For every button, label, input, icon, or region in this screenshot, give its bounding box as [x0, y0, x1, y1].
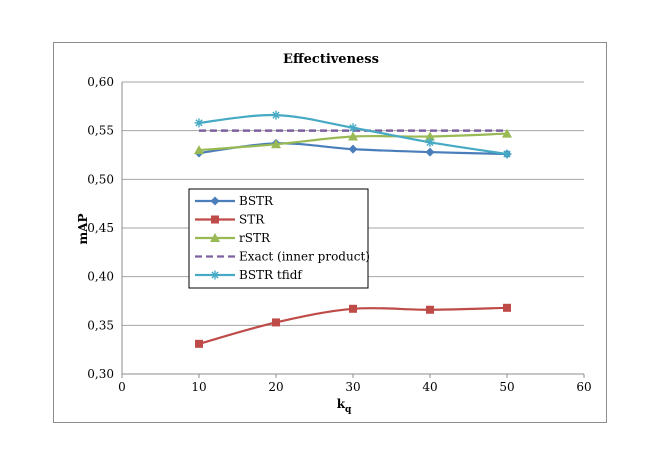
data-point [425, 147, 435, 157]
data-point [271, 110, 281, 120]
legend-label: STR [239, 213, 265, 227]
series-4 [194, 110, 512, 159]
x-axis-label: kq [337, 397, 352, 415]
data-point [348, 144, 358, 154]
data-point [348, 123, 358, 133]
y-tick-label: 0,45 [87, 221, 114, 235]
legend-label: BSTR tfidf [239, 268, 303, 282]
data-point [348, 131, 358, 141]
legend-label: rSTR [239, 231, 271, 245]
legend-label: Exact (inner product) [239, 250, 370, 264]
legend-item: BSTR [195, 194, 274, 208]
data-point [271, 139, 281, 149]
data-point [425, 131, 435, 141]
x-tick-label: 60 [576, 380, 591, 394]
y-tick-label: 0,50 [87, 172, 114, 186]
y-tick-label: 0,35 [87, 318, 114, 332]
x-tick-label: 0 [118, 380, 126, 394]
x-tick-labels: 0 10 20 30 40 50 60 [118, 380, 591, 394]
x-tick-label: 20 [268, 380, 283, 394]
legend: BSTR STR rSTR Exact (inner product) BSTR tfi… [188, 188, 370, 289]
data-point [195, 339, 203, 348]
legend-item: Exact (inner product) [195, 250, 370, 264]
x-tick-label: 50 [499, 380, 514, 394]
x-axis-label-main: k [337, 397, 346, 411]
legend-item: STR [195, 213, 265, 227]
data-point [349, 304, 357, 313]
series-layer [194, 110, 512, 348]
data-point [194, 118, 204, 128]
data-point [426, 305, 434, 314]
chart-title: Effectiveness [283, 52, 379, 67]
y-tick-label: 0,60 [87, 75, 114, 89]
y-axis-label: mAP [76, 213, 90, 244]
data-point [502, 149, 512, 159]
legend-item: BSTR tfidf [195, 268, 303, 282]
legend-item: rSTR [195, 231, 271, 245]
data-point [503, 303, 511, 312]
y-tick-labels: 0,30 0,35 0,40 0,45 0,50 0,55 0,60 [87, 75, 114, 381]
x-axis-label-sub: q [345, 405, 352, 415]
x-tick-label: 30 [345, 380, 360, 394]
data-point [502, 128, 512, 138]
data-point [210, 233, 220, 242]
x-tick-label: 10 [191, 380, 206, 394]
data-point [194, 145, 204, 155]
y-tick-label: 0,40 [87, 270, 114, 284]
data-point [210, 270, 220, 280]
y-tick-label: 0,55 [87, 124, 114, 138]
data-point [210, 196, 220, 206]
series-2 [194, 128, 512, 155]
series-1 [195, 303, 511, 348]
data-point [425, 137, 435, 147]
x-tick-label: 40 [422, 380, 437, 394]
legend-label: BSTR [239, 194, 274, 208]
data-point [211, 215, 219, 224]
y-tick-label: 0,30 [87, 367, 114, 381]
data-point [272, 318, 280, 327]
